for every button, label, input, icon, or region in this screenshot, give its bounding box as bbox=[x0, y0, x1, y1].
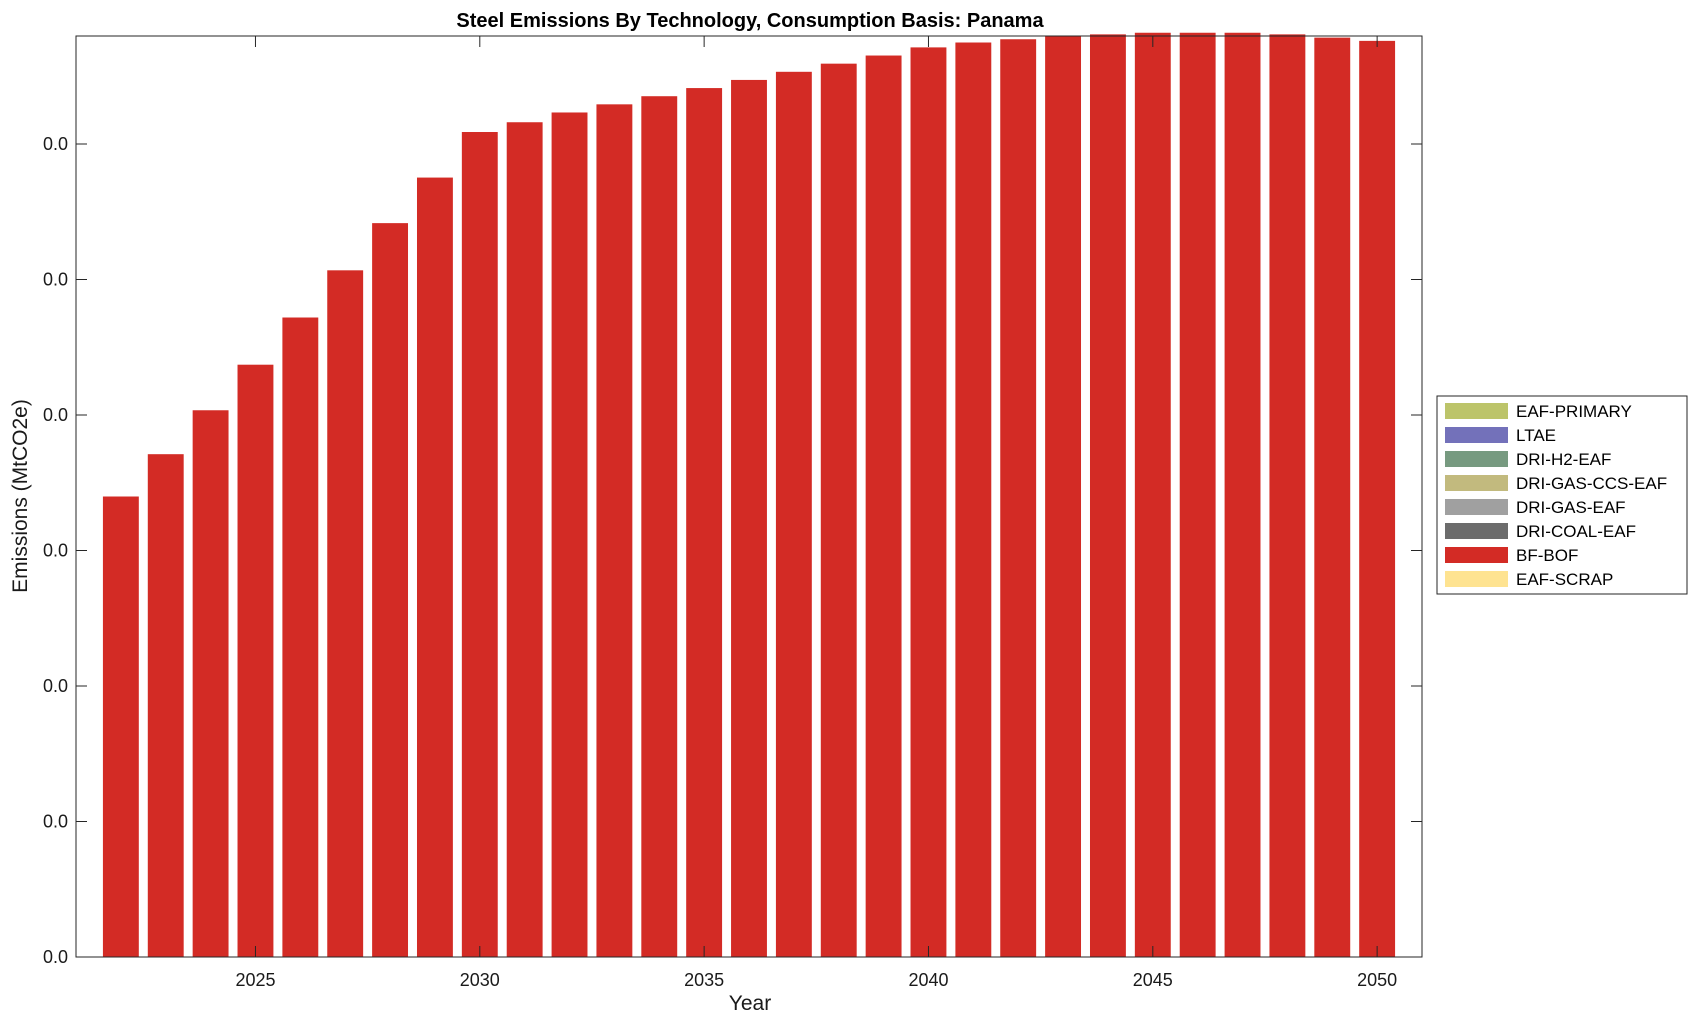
bar-bf-bof-2027 bbox=[327, 270, 364, 957]
legend-label-dri-h2-eaf: DRI-H2-EAF bbox=[1516, 450, 1611, 469]
legend-label-dri-gas-ccs-eaf: DRI-GAS-CCS-EAF bbox=[1516, 474, 1667, 493]
bar-bf-bof-2043 bbox=[1045, 36, 1082, 957]
legend: EAF-PRIMARY LTAE DRI-H2-EAF DRI-GAS-CCS-EAF… bbox=[1436, 395, 1688, 595]
legend-label-eaf-scrap: EAF-SCRAP bbox=[1516, 570, 1613, 589]
x-tick-label-2035: 2035 bbox=[684, 970, 724, 990]
y-tick-label-6: 0.0 bbox=[43, 134, 68, 154]
bar-bf-bof-2030 bbox=[461, 132, 498, 957]
y-axis-label: Emissions (MtCO2e) bbox=[9, 399, 32, 593]
bar-bf-bof-2044 bbox=[1089, 34, 1126, 958]
x-tick-label-2050: 2050 bbox=[1357, 970, 1397, 990]
x-tick-label-2030: 2030 bbox=[460, 970, 500, 990]
bar-bf-bof-2050 bbox=[1359, 40, 1396, 957]
x-tick-label-2045: 2045 bbox=[1133, 970, 1173, 990]
bar-bf-bof-2028 bbox=[372, 223, 409, 957]
y-tick-label-1: 0.0 bbox=[43, 812, 68, 832]
bar-bf-bof-2042 bbox=[1000, 39, 1037, 957]
legend-label-dri-coal-eaf: DRI-COAL-EAF bbox=[1516, 522, 1636, 541]
bar-bf-bof-2029 bbox=[416, 177, 453, 957]
bar-bf-bof-2026 bbox=[282, 317, 319, 957]
y-tick-label-4: 0.0 bbox=[43, 405, 68, 425]
legend-label-ltae: LTAE bbox=[1516, 426, 1556, 445]
axes-box bbox=[75, 35, 1423, 958]
bar-bf-bof-2025 bbox=[237, 364, 274, 957]
bar-bf-bof-2049 bbox=[1314, 37, 1351, 957]
legend-swatch-ltae bbox=[1445, 427, 1508, 443]
bar-bf-bof-2037 bbox=[775, 71, 812, 958]
bar-bf-bof-2023 bbox=[147, 454, 184, 957]
x-tick-label-2025: 2025 bbox=[235, 970, 275, 990]
bar-bf-bof-2031 bbox=[506, 122, 543, 958]
bar-bf-bof-2032 bbox=[551, 112, 588, 958]
y-tick-label-5: 0.0 bbox=[43, 270, 68, 290]
y-tick-label-0: 0.0 bbox=[43, 947, 68, 967]
bar-bf-bof-2047 bbox=[1224, 32, 1261, 957]
legend-swatch-eaf-primary bbox=[1445, 403, 1508, 419]
legend-label-bf-bof: BF-BOF bbox=[1516, 546, 1578, 565]
bar-bf-bof-2041 bbox=[955, 42, 992, 957]
legend-swatch-bf-bof bbox=[1445, 547, 1508, 563]
bar-bf-bof-2034 bbox=[641, 96, 678, 957]
bars-layer bbox=[102, 32, 1396, 958]
y-tick-label-3: 0.0 bbox=[43, 541, 68, 561]
x-axis-label: Year bbox=[729, 992, 771, 1015]
bar-bf-bof-2045 bbox=[1134, 32, 1171, 957]
bar-bf-bof-2036 bbox=[731, 79, 767, 958]
legend-swatch-dri-gas-ccs-eaf bbox=[1445, 475, 1508, 491]
bar-bf-bof-2046 bbox=[1179, 32, 1216, 957]
bar-bf-bof-2033 bbox=[596, 104, 633, 958]
legend-swatch-dri-h2-eaf bbox=[1445, 451, 1508, 467]
chart-title: Steel Emissions By Technology, Consumpti… bbox=[456, 10, 1044, 32]
legend-label-eaf-primary: EAF-PRIMARY bbox=[1516, 402, 1632, 421]
legend-swatch-eaf-scrap bbox=[1445, 571, 1508, 587]
legend-swatch-dri-coal-eaf bbox=[1445, 523, 1508, 539]
legend-label-dri-gas-eaf: DRI-GAS-EAF bbox=[1516, 498, 1626, 517]
legend-swatch-dri-gas-eaf bbox=[1445, 499, 1508, 515]
axes-layer: 2025 2030 2035 2040 2045 2050 0.0 0.0 0.0 0.0 0.0 0… bbox=[43, 35, 1423, 990]
bar-bf-bof-2038 bbox=[820, 63, 857, 958]
bar-bf-bof-2035 bbox=[686, 88, 723, 957]
bar-bf-bof-2040 bbox=[910, 47, 947, 957]
bar-bf-bof-2048 bbox=[1269, 34, 1306, 958]
bar-bf-bof-2022 bbox=[102, 496, 139, 957]
bar-bf-bof-2039 bbox=[865, 55, 902, 957]
bar-bf-bof-2024 bbox=[192, 410, 229, 957]
x-tick-label-2040: 2040 bbox=[908, 970, 948, 990]
y-tick-label-2: 0.0 bbox=[43, 676, 68, 696]
